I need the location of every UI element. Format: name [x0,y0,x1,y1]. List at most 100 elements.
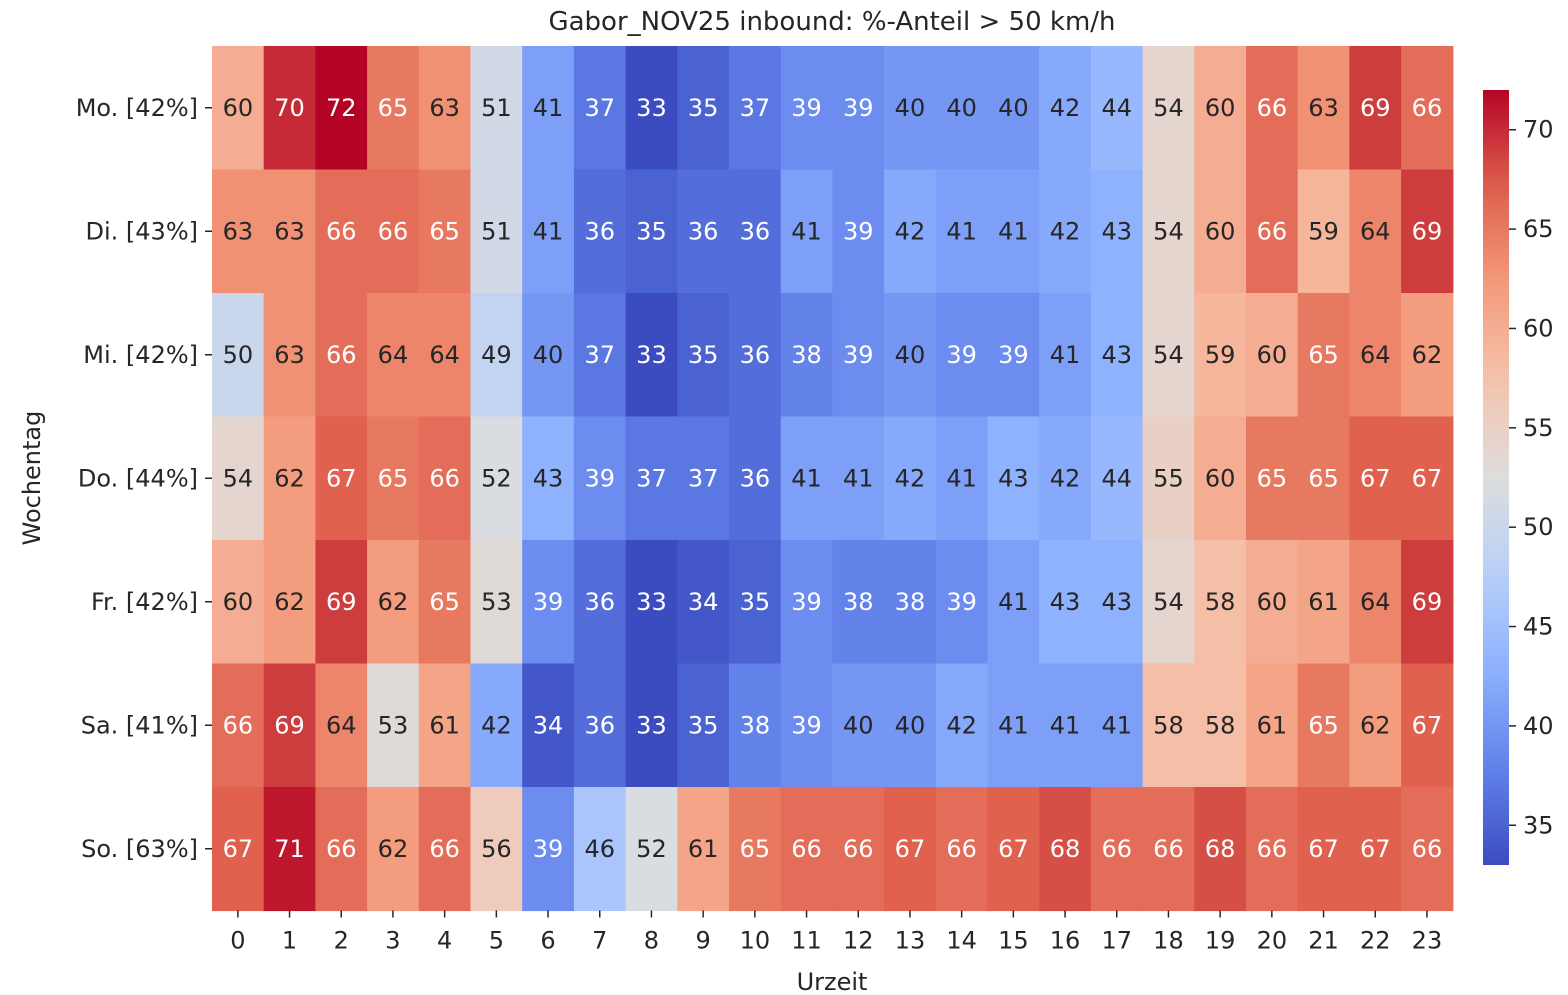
cell-value-label: 68 [1050,835,1081,863]
cell-value-label: 65 [1308,341,1339,369]
x-tick-label: 5 [489,927,504,955]
cell-value-label: 42 [1050,464,1081,492]
heatmap-cell [367,46,420,171]
heatmap-cell [573,46,627,171]
heatmap-cell [832,293,885,418]
cell-value-label: 65 [1257,464,1288,492]
heatmap-cell [1246,663,1299,788]
heatmap-cell [1039,416,1092,541]
cell-value-label: 65 [429,588,460,616]
cell-value-label: 70 [274,94,305,122]
heatmap-cell [367,540,420,665]
cell-value-label: 65 [378,464,409,492]
cell-value-label: 69 [1412,217,1443,245]
heatmap-cell [1039,787,1092,912]
cell-value-label: 66 [378,217,409,245]
y-tick-label: So. [63%] [81,835,198,863]
y-tick-label: Mo. [42%] [76,94,198,122]
cell-value-label: 60 [223,94,254,122]
heatmap-cell [677,663,730,788]
cell-value-label: 61 [1257,711,1288,739]
cell-value-label: 51 [481,94,512,122]
heatmap-cell [1246,46,1299,171]
heatmap-cell [573,169,627,294]
heatmap-cell [1090,540,1144,665]
heatmap-cell [1194,169,1247,294]
cell-value-label: 66 [429,835,460,863]
x-tick-label: 0 [230,927,245,955]
cell-value-label: 43 [1101,588,1132,616]
cell-value-label: 41 [946,217,977,245]
heatmap-cell [418,46,472,171]
cell-value-label: 39 [998,341,1029,369]
heatmap-cell [1349,46,1402,171]
heatmap-cell [625,540,678,665]
cell-value-label: 33 [636,588,667,616]
heatmap-cell [212,46,265,171]
heatmap-cell [1246,787,1299,912]
heatmap-cell [470,46,523,171]
heatmap-cell [987,46,1040,171]
cell-value-label: 67 [895,835,926,863]
cell-value-label: 58 [1205,711,1236,739]
cell-value-label: 43 [1101,217,1132,245]
cell-value-label: 62 [378,835,409,863]
cell-value-label: 52 [636,835,667,863]
colorbar: 35 40 45 50 55 60 65 70 [1483,90,1554,865]
cell-value-label: 66 [946,835,977,863]
colorbar-gradient [1483,90,1509,865]
cell-value-label: 42 [895,464,926,492]
heatmap-cell [263,293,316,418]
cell-value-label: 43 [1050,588,1081,616]
cell-value-label: 35 [740,588,771,616]
x-tick-label: 7 [592,927,607,955]
heatmap-cell [418,169,472,294]
heatmap-cell [1039,293,1092,418]
heatmap-cell [935,293,989,418]
cell-value-label: 41 [791,464,822,492]
cell-value-label: 63 [223,217,254,245]
y-tick-label: Sa. [41%] [81,711,198,739]
cell-value-label: 33 [636,94,667,122]
cell-value-label: 43 [1101,341,1132,369]
heatmap-cells [212,46,1454,912]
cell-value-label: 66 [1257,94,1288,122]
cell-value-label: 39 [946,588,977,616]
heatmap-cell [470,787,523,912]
cell-value-label: 64 [1360,217,1391,245]
cell-value-label: 36 [584,588,615,616]
heatmap-cell [1142,46,1195,171]
cell-value-label: 37 [688,464,719,492]
heatmap-cell [780,46,833,171]
heatmap-cell [367,663,420,788]
cell-value-label: 66 [223,711,254,739]
heatmap-cell [1297,540,1350,665]
heatmap-cell [832,540,885,665]
cell-value-label: 36 [584,711,615,739]
heatmap-cell [1401,416,1454,541]
cell-value-label: 61 [1308,588,1339,616]
x-tick-label: 11 [791,927,822,955]
heatmap-cell [1401,787,1454,912]
cell-value-label: 40 [946,94,977,122]
cell-value-label: 61 [688,835,719,863]
heatmap-cell [677,540,730,665]
cell-value-label: 40 [533,341,564,369]
heatmap-cell [625,169,678,294]
heatmap-cell [1142,663,1195,788]
cell-value-label: 62 [378,588,409,616]
heatmap-cell [1194,540,1247,665]
heatmap-cell [935,663,989,788]
x-tick-label: 9 [696,927,711,955]
cell-value-label: 34 [688,588,719,616]
cell-value-label: 53 [378,711,409,739]
heatmap-cell [987,169,1040,294]
cell-value-label: 39 [946,341,977,369]
cell-value-label: 66 [429,464,460,492]
cell-value-label: 66 [326,341,357,369]
cell-value-label: 69 [1360,94,1391,122]
heatmap-cell [987,416,1040,541]
cell-value-label: 59 [1308,217,1339,245]
x-tick-label: 17 [1101,927,1132,955]
cell-value-label: 65 [429,217,460,245]
